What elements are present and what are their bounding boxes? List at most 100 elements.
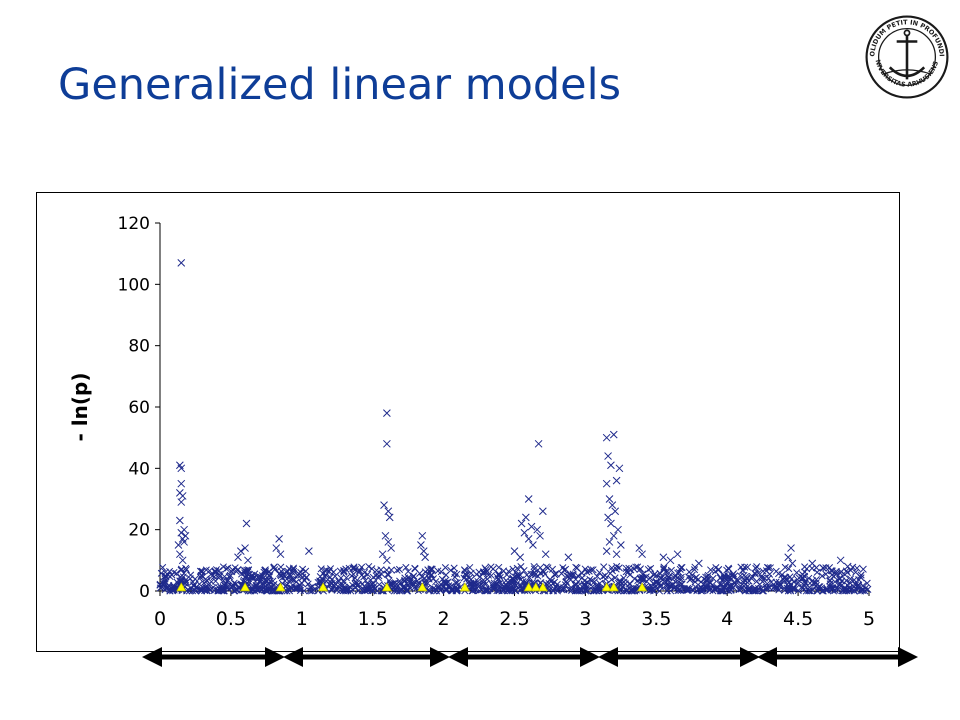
baseline-point <box>216 572 224 580</box>
y-tick-label: 20 <box>128 521 150 541</box>
baseline-point <box>630 565 638 573</box>
baseline-point <box>592 586 600 594</box>
snp-point <box>417 541 425 549</box>
baseline-point <box>650 571 658 579</box>
snp-point <box>387 544 395 552</box>
baseline-point <box>703 582 711 590</box>
baseline-point <box>593 572 601 580</box>
baseline-point <box>238 570 246 578</box>
snp-point <box>536 531 544 540</box>
baseline-point <box>482 587 490 595</box>
baseline-point <box>712 585 720 593</box>
baseline-point <box>173 578 181 586</box>
baseline-point <box>271 566 279 574</box>
baseline-point <box>404 574 412 582</box>
marker-triangle <box>381 582 392 592</box>
snp-point <box>244 556 252 565</box>
x-tick-label: 1.5 <box>358 608 388 630</box>
segment-arrow <box>448 647 600 667</box>
baseline-point <box>718 580 726 588</box>
snp-point <box>564 553 573 562</box>
baseline-point <box>652 585 660 593</box>
snp-point <box>419 547 428 555</box>
baseline-point <box>482 565 490 574</box>
baseline-point <box>210 573 218 581</box>
snp-point <box>605 538 614 546</box>
marker-triangle <box>608 582 619 592</box>
baseline-point <box>513 573 521 581</box>
x-tick-label: 3.5 <box>641 608 671 630</box>
marker-triangle <box>537 582 548 592</box>
snp-point <box>421 553 430 562</box>
baseline-point <box>282 568 290 576</box>
baseline-point <box>801 563 809 571</box>
baseline-point <box>314 578 322 586</box>
baseline-point <box>739 566 747 574</box>
baseline-point <box>466 563 474 572</box>
baseline-point <box>687 575 695 583</box>
baseline-point <box>364 581 372 589</box>
baseline-point <box>850 586 858 594</box>
baseline-point <box>571 587 579 595</box>
x-tick-label: 4 <box>721 608 733 630</box>
snp-point <box>605 495 614 503</box>
snp-point <box>604 452 612 460</box>
baseline-point <box>840 584 848 593</box>
snp-point <box>607 461 615 470</box>
snp-point <box>614 525 622 534</box>
baseline-point <box>209 583 217 591</box>
baseline-point <box>296 584 304 592</box>
baseline-point <box>583 587 591 595</box>
baseline-point <box>503 571 511 579</box>
baseline-point <box>285 578 294 586</box>
baseline-point <box>793 569 801 577</box>
x-tick-label: 3 <box>579 608 591 630</box>
baseline-point <box>292 583 300 591</box>
baseline-point <box>735 585 743 594</box>
baseline-point <box>793 580 801 588</box>
snp-point <box>836 556 845 565</box>
snp-point <box>635 544 644 552</box>
baseline-point <box>480 569 488 578</box>
snp-point <box>609 430 618 439</box>
baseline-point <box>826 577 834 585</box>
baseline-point <box>441 563 449 572</box>
snp-point <box>788 559 797 568</box>
snp-point <box>175 516 184 525</box>
baseline-point <box>637 574 645 582</box>
baseline-point <box>672 578 680 586</box>
snp-point <box>638 550 646 559</box>
baseline-point <box>342 574 350 582</box>
baseline-point <box>495 563 503 571</box>
baseline-point <box>511 573 519 581</box>
baseline-point <box>207 578 215 586</box>
baseline-point <box>762 585 770 593</box>
baseline-point <box>801 568 809 576</box>
baseline-point <box>843 568 851 577</box>
baseline-point <box>857 574 865 582</box>
baseline-point <box>502 576 510 585</box>
baseline-point <box>411 565 419 573</box>
baseline-point <box>741 563 749 571</box>
baseline-point <box>303 573 311 581</box>
baseline-point <box>396 587 404 595</box>
baseline-point <box>701 585 709 593</box>
snp-point <box>177 259 186 267</box>
baseline-point <box>670 584 678 592</box>
baseline-point <box>509 565 517 573</box>
snp-point <box>602 433 611 442</box>
snp-point <box>305 547 313 555</box>
baseline-points <box>156 562 872 595</box>
baseline-point <box>336 567 344 575</box>
baseline-point <box>530 562 538 571</box>
baseline-point <box>587 566 595 574</box>
baseline-point <box>450 564 458 572</box>
snp-point <box>541 550 550 559</box>
baseline-point <box>437 580 445 588</box>
baseline-point <box>495 586 503 595</box>
plot-frame: 0 20 40 60 80 100 120 0 0.5 1 1.5 2 2.5 3 3.5 4 4.5 5 - ln… <box>36 192 900 652</box>
snp-point <box>383 409 391 417</box>
snp-point <box>539 507 547 516</box>
baseline-point <box>785 565 793 573</box>
baseline-point <box>601 571 609 580</box>
